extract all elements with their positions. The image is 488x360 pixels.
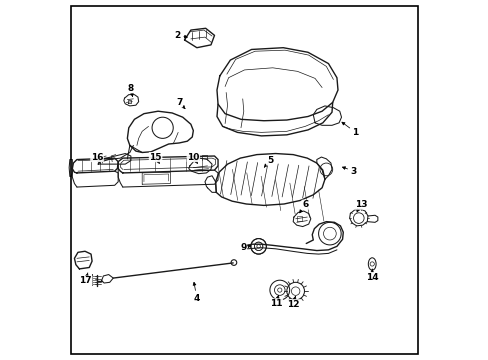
Text: 1: 1 (341, 122, 358, 137)
Text: 16: 16 (91, 153, 103, 163)
Text: 12: 12 (286, 296, 299, 309)
Text: 3: 3 (342, 167, 356, 176)
Text: 6: 6 (299, 200, 307, 213)
Text: 8: 8 (127, 84, 134, 96)
Text: 14: 14 (365, 269, 378, 282)
Text: 5: 5 (264, 156, 272, 167)
Text: 2: 2 (174, 31, 187, 40)
Text: 9: 9 (240, 243, 250, 252)
Text: 15: 15 (149, 153, 162, 163)
Text: 4: 4 (193, 282, 200, 303)
Text: 10: 10 (187, 153, 199, 163)
Text: 13: 13 (354, 200, 366, 212)
Text: 17: 17 (79, 273, 92, 285)
Text: 7: 7 (176, 98, 184, 109)
Text: 11: 11 (269, 296, 282, 308)
